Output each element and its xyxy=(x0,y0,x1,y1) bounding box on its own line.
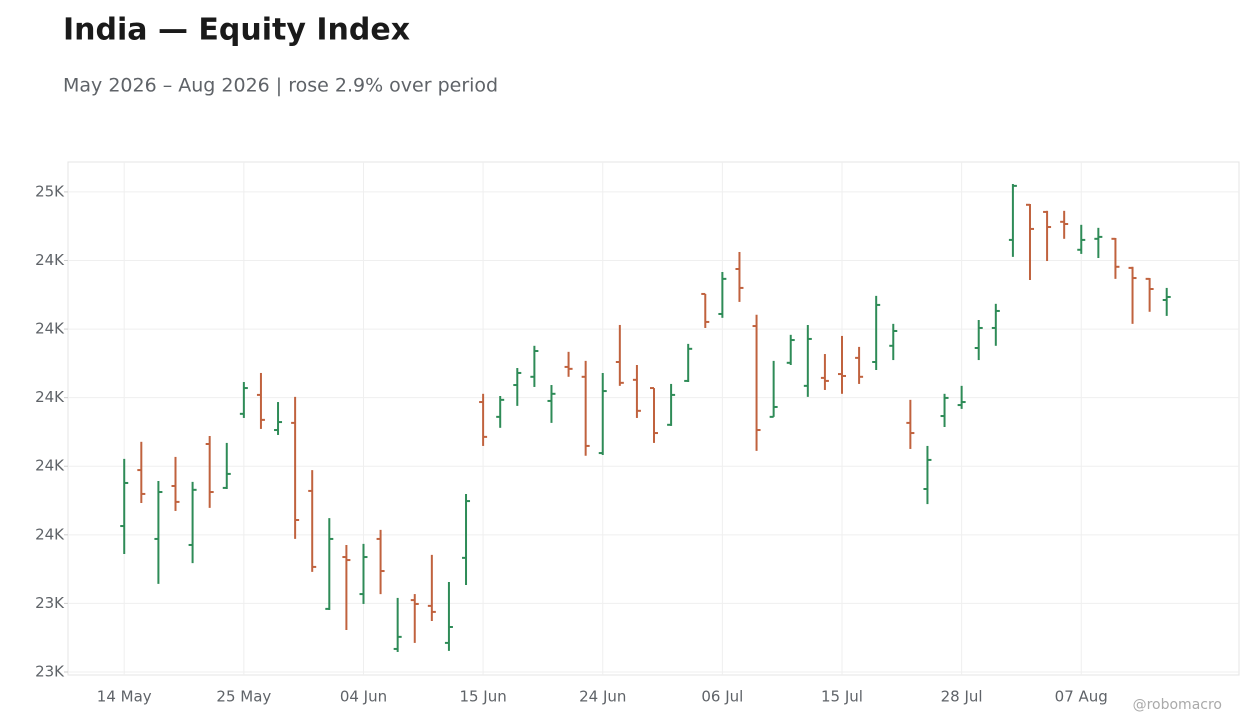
y-tick-label: 23K xyxy=(35,662,65,680)
x-tick-label: 07 Aug xyxy=(1055,688,1108,706)
y-tick-label: 24K xyxy=(35,525,65,543)
x-tick-label: 14 May xyxy=(97,688,152,706)
x-tick-label: 06 Jul xyxy=(701,688,743,706)
x-tick-label: 28 Jul xyxy=(941,688,983,706)
chart-title: India — Equity Index xyxy=(63,13,410,48)
plot-frame xyxy=(67,161,1240,676)
x-tick-label: 15 Jul xyxy=(821,688,863,706)
x-tick-label: 15 Jun xyxy=(459,688,506,706)
x-tick-label: 24 Jun xyxy=(579,688,626,706)
y-tick-label: 24K xyxy=(35,251,65,269)
y-tick-label: 24K xyxy=(35,388,65,406)
y-tick-label: 25K xyxy=(35,182,65,200)
y-tick-label: 23K xyxy=(35,594,65,612)
x-tick-label: 25 May xyxy=(216,688,271,706)
credit: @robomacro xyxy=(1133,697,1222,713)
chart-subtitle: May 2026 – Aug 2026 | rose 2.9% over per… xyxy=(63,75,498,97)
y-tick-label: 24K xyxy=(35,320,65,338)
y-tick-label: 24K xyxy=(35,457,65,475)
x-tick-label: 04 Jun xyxy=(340,688,387,706)
